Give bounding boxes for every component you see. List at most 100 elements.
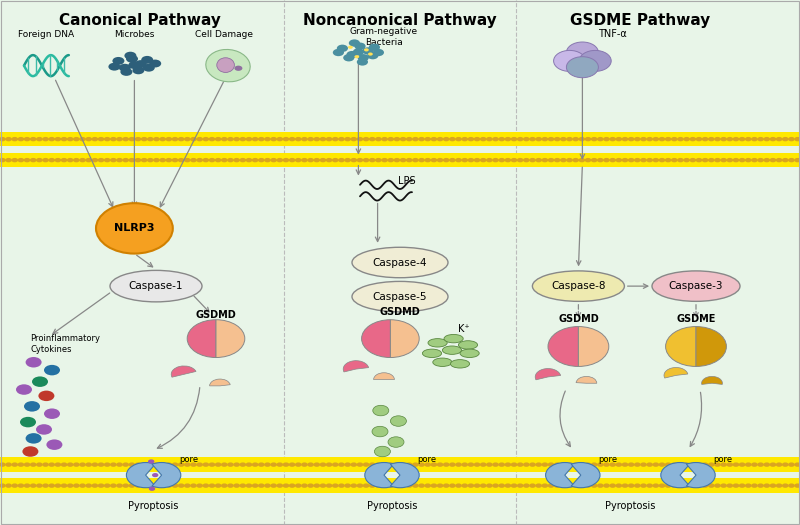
Circle shape [209, 463, 215, 467]
Circle shape [307, 463, 314, 467]
Circle shape [542, 463, 548, 467]
Circle shape [221, 484, 228, 488]
Wedge shape [171, 366, 196, 377]
Circle shape [332, 158, 338, 162]
Circle shape [116, 137, 123, 141]
Circle shape [658, 463, 666, 467]
Circle shape [221, 463, 228, 467]
Circle shape [517, 158, 523, 162]
Circle shape [227, 484, 234, 488]
Circle shape [18, 137, 24, 141]
Circle shape [277, 137, 283, 141]
Circle shape [708, 137, 714, 141]
Circle shape [246, 158, 252, 162]
Circle shape [358, 54, 369, 61]
Circle shape [301, 484, 308, 488]
Circle shape [178, 137, 185, 141]
Wedge shape [362, 320, 390, 358]
Circle shape [26, 357, 42, 367]
Circle shape [122, 484, 129, 488]
Circle shape [184, 463, 190, 467]
Circle shape [622, 137, 628, 141]
Circle shape [658, 137, 666, 141]
Circle shape [314, 158, 320, 162]
Circle shape [6, 137, 12, 141]
Circle shape [720, 137, 727, 141]
Circle shape [443, 158, 450, 162]
Circle shape [498, 158, 505, 162]
Text: Foreign DNA: Foreign DNA [18, 29, 74, 39]
Circle shape [517, 463, 523, 467]
Circle shape [73, 137, 80, 141]
Circle shape [597, 158, 604, 162]
Circle shape [726, 158, 733, 162]
Circle shape [535, 484, 542, 488]
Circle shape [763, 158, 770, 162]
Circle shape [221, 137, 228, 141]
Circle shape [702, 484, 709, 488]
Circle shape [658, 158, 666, 162]
Circle shape [234, 484, 240, 488]
Circle shape [270, 484, 277, 488]
Circle shape [566, 484, 573, 488]
Circle shape [770, 463, 776, 467]
Circle shape [129, 158, 135, 162]
Circle shape [486, 158, 493, 162]
Circle shape [354, 43, 366, 50]
Circle shape [104, 484, 110, 488]
Circle shape [148, 459, 154, 464]
Circle shape [690, 463, 696, 467]
Circle shape [572, 484, 579, 488]
Circle shape [196, 463, 203, 467]
Circle shape [73, 463, 80, 467]
Circle shape [141, 484, 147, 488]
Circle shape [653, 484, 659, 488]
Circle shape [505, 158, 511, 162]
Circle shape [110, 484, 117, 488]
Circle shape [344, 158, 351, 162]
Circle shape [615, 158, 622, 162]
Circle shape [289, 137, 295, 141]
Circle shape [234, 158, 240, 162]
Circle shape [424, 463, 431, 467]
Circle shape [214, 137, 222, 141]
Circle shape [671, 137, 678, 141]
Circle shape [61, 137, 67, 141]
Circle shape [239, 463, 246, 467]
Circle shape [184, 158, 190, 162]
Circle shape [424, 137, 431, 141]
Circle shape [246, 137, 252, 141]
Circle shape [116, 463, 123, 467]
Circle shape [134, 137, 142, 141]
Circle shape [535, 137, 542, 141]
Circle shape [314, 137, 320, 141]
Circle shape [492, 463, 499, 467]
Circle shape [548, 137, 554, 141]
Circle shape [116, 158, 123, 162]
Circle shape [18, 484, 24, 488]
Circle shape [400, 158, 406, 162]
Circle shape [726, 484, 733, 488]
Circle shape [560, 158, 566, 162]
Circle shape [264, 484, 271, 488]
Circle shape [314, 484, 320, 488]
Circle shape [394, 158, 400, 162]
Circle shape [640, 137, 647, 141]
Circle shape [634, 484, 641, 488]
Circle shape [326, 137, 333, 141]
Circle shape [319, 463, 326, 467]
Circle shape [48, 463, 55, 467]
Circle shape [166, 463, 172, 467]
Circle shape [282, 484, 290, 488]
Circle shape [628, 158, 634, 162]
Circle shape [143, 64, 155, 72]
Circle shape [38, 391, 54, 401]
Circle shape [437, 158, 443, 162]
Circle shape [782, 137, 789, 141]
Circle shape [227, 137, 234, 141]
Wedge shape [702, 376, 722, 384]
Circle shape [462, 158, 468, 162]
Circle shape [295, 158, 302, 162]
Circle shape [455, 463, 462, 467]
Circle shape [221, 158, 228, 162]
